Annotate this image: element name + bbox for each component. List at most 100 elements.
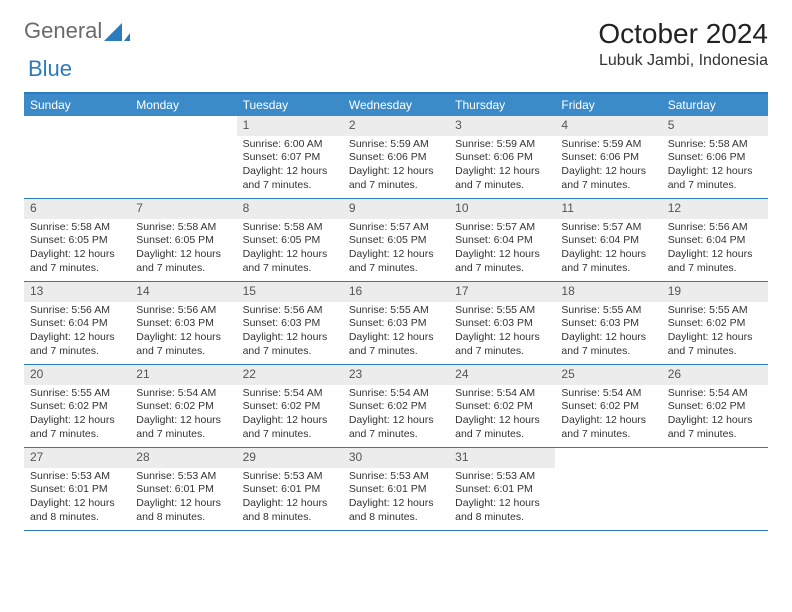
day-cell: 4Sunrise: 5:59 AMSunset: 6:06 PMDaylight…: [555, 116, 661, 198]
day-content: Sunrise: 5:57 AMSunset: 6:04 PMDaylight:…: [449, 219, 555, 280]
day-number: 27: [24, 448, 130, 468]
day-number: 1: [237, 116, 343, 136]
day-number: 25: [555, 365, 661, 385]
day-header-row: SundayMondayTuesdayWednesdayThursdayFrid…: [24, 94, 768, 116]
day-content: Sunrise: 5:58 AMSunset: 6:05 PMDaylight:…: [130, 219, 236, 280]
day-content: Sunrise: 5:55 AMSunset: 6:03 PMDaylight:…: [555, 302, 661, 363]
day-cell: 5Sunrise: 5:58 AMSunset: 6:06 PMDaylight…: [662, 116, 768, 198]
day-content: Sunrise: 5:55 AMSunset: 6:03 PMDaylight:…: [449, 302, 555, 363]
logo-text-general: General: [24, 18, 102, 44]
day-cell: 24Sunrise: 5:54 AMSunset: 6:02 PMDayligh…: [449, 365, 555, 447]
day-cell: 28Sunrise: 5:53 AMSunset: 6:01 PMDayligh…: [130, 448, 236, 530]
day-content: Sunrise: 5:54 AMSunset: 6:02 PMDaylight:…: [662, 385, 768, 446]
day-cell: 25Sunrise: 5:54 AMSunset: 6:02 PMDayligh…: [555, 365, 661, 447]
day-cell: 31Sunrise: 5:53 AMSunset: 6:01 PMDayligh…: [449, 448, 555, 530]
day-cell: 13Sunrise: 5:56 AMSunset: 6:04 PMDayligh…: [24, 282, 130, 364]
day-number: 23: [343, 365, 449, 385]
day-cell: 9Sunrise: 5:57 AMSunset: 6:05 PMDaylight…: [343, 199, 449, 281]
day-content: Sunrise: 5:55 AMSunset: 6:02 PMDaylight:…: [662, 302, 768, 363]
day-content: Sunrise: 5:54 AMSunset: 6:02 PMDaylight:…: [555, 385, 661, 446]
day-number: 11: [555, 199, 661, 219]
week-row: 27Sunrise: 5:53 AMSunset: 6:01 PMDayligh…: [24, 448, 768, 531]
day-cell-empty: [662, 448, 768, 530]
day-number: 10: [449, 199, 555, 219]
day-number: 8: [237, 199, 343, 219]
day-number: 3: [449, 116, 555, 136]
day-cell: 21Sunrise: 5:54 AMSunset: 6:02 PMDayligh…: [130, 365, 236, 447]
day-cell-empty: [130, 116, 236, 198]
day-cell: 7Sunrise: 5:58 AMSunset: 6:05 PMDaylight…: [130, 199, 236, 281]
day-cell-empty: [24, 116, 130, 198]
day-content: Sunrise: 6:00 AMSunset: 6:07 PMDaylight:…: [237, 136, 343, 197]
day-cell: 15Sunrise: 5:56 AMSunset: 6:03 PMDayligh…: [237, 282, 343, 364]
logo-sail-icon: [104, 23, 130, 43]
day-content: Sunrise: 5:58 AMSunset: 6:06 PMDaylight:…: [662, 136, 768, 197]
day-number: 4: [555, 116, 661, 136]
day-header-cell: Thursday: [449, 94, 555, 116]
day-number: 16: [343, 282, 449, 302]
logo: General: [24, 18, 130, 44]
day-number: 20: [24, 365, 130, 385]
day-content: Sunrise: 5:59 AMSunset: 6:06 PMDaylight:…: [449, 136, 555, 197]
day-number: 9: [343, 199, 449, 219]
day-number: 17: [449, 282, 555, 302]
day-cell: 20Sunrise: 5:55 AMSunset: 6:02 PMDayligh…: [24, 365, 130, 447]
week-row: 6Sunrise: 5:58 AMSunset: 6:05 PMDaylight…: [24, 199, 768, 282]
day-number: 22: [237, 365, 343, 385]
day-header-cell: Wednesday: [343, 94, 449, 116]
day-content: Sunrise: 5:54 AMSunset: 6:02 PMDaylight:…: [237, 385, 343, 446]
day-cell: 12Sunrise: 5:56 AMSunset: 6:04 PMDayligh…: [662, 199, 768, 281]
day-content: Sunrise: 5:56 AMSunset: 6:04 PMDaylight:…: [24, 302, 130, 363]
day-number: 15: [237, 282, 343, 302]
day-cell: 17Sunrise: 5:55 AMSunset: 6:03 PMDayligh…: [449, 282, 555, 364]
day-number: 14: [130, 282, 236, 302]
day-content: Sunrise: 5:59 AMSunset: 6:06 PMDaylight:…: [555, 136, 661, 197]
day-header-cell: Saturday: [662, 94, 768, 116]
day-number: 13: [24, 282, 130, 302]
day-content: Sunrise: 5:56 AMSunset: 6:03 PMDaylight:…: [237, 302, 343, 363]
day-cell: 11Sunrise: 5:57 AMSunset: 6:04 PMDayligh…: [555, 199, 661, 281]
day-cell: 8Sunrise: 5:58 AMSunset: 6:05 PMDaylight…: [237, 199, 343, 281]
day-number: 19: [662, 282, 768, 302]
day-content: Sunrise: 5:56 AMSunset: 6:04 PMDaylight:…: [662, 219, 768, 280]
day-number: 21: [130, 365, 236, 385]
week-row: 13Sunrise: 5:56 AMSunset: 6:04 PMDayligh…: [24, 282, 768, 365]
week-row: 20Sunrise: 5:55 AMSunset: 6:02 PMDayligh…: [24, 365, 768, 448]
day-cell: 27Sunrise: 5:53 AMSunset: 6:01 PMDayligh…: [24, 448, 130, 530]
day-content: Sunrise: 5:55 AMSunset: 6:02 PMDaylight:…: [24, 385, 130, 446]
day-cell: 22Sunrise: 5:54 AMSunset: 6:02 PMDayligh…: [237, 365, 343, 447]
day-content: Sunrise: 5:53 AMSunset: 6:01 PMDaylight:…: [24, 468, 130, 529]
day-cell: 3Sunrise: 5:59 AMSunset: 6:06 PMDaylight…: [449, 116, 555, 198]
day-number: 6: [24, 199, 130, 219]
day-content: Sunrise: 5:59 AMSunset: 6:06 PMDaylight:…: [343, 136, 449, 197]
day-header-cell: Sunday: [24, 94, 130, 116]
week-row: 1Sunrise: 6:00 AMSunset: 6:07 PMDaylight…: [24, 116, 768, 199]
day-content: Sunrise: 5:56 AMSunset: 6:03 PMDaylight:…: [130, 302, 236, 363]
day-content: Sunrise: 5:58 AMSunset: 6:05 PMDaylight:…: [24, 219, 130, 280]
calendar: SundayMondayTuesdayWednesdayThursdayFrid…: [24, 92, 768, 531]
day-cell: 1Sunrise: 6:00 AMSunset: 6:07 PMDaylight…: [237, 116, 343, 198]
day-number: 2: [343, 116, 449, 136]
day-content: Sunrise: 5:53 AMSunset: 6:01 PMDaylight:…: [449, 468, 555, 529]
day-cell-empty: [555, 448, 661, 530]
day-cell: 2Sunrise: 5:59 AMSunset: 6:06 PMDaylight…: [343, 116, 449, 198]
day-content: Sunrise: 5:53 AMSunset: 6:01 PMDaylight:…: [237, 468, 343, 529]
day-cell: 30Sunrise: 5:53 AMSunset: 6:01 PMDayligh…: [343, 448, 449, 530]
day-number: 31: [449, 448, 555, 468]
day-number: 24: [449, 365, 555, 385]
day-content: Sunrise: 5:55 AMSunset: 6:03 PMDaylight:…: [343, 302, 449, 363]
day-header-cell: Friday: [555, 94, 661, 116]
day-number: 18: [555, 282, 661, 302]
day-number: 29: [237, 448, 343, 468]
day-cell: 26Sunrise: 5:54 AMSunset: 6:02 PMDayligh…: [662, 365, 768, 447]
day-header-cell: Monday: [130, 94, 236, 116]
day-content: Sunrise: 5:57 AMSunset: 6:05 PMDaylight:…: [343, 219, 449, 280]
day-content: Sunrise: 5:54 AMSunset: 6:02 PMDaylight:…: [130, 385, 236, 446]
day-cell: 16Sunrise: 5:55 AMSunset: 6:03 PMDayligh…: [343, 282, 449, 364]
day-content: Sunrise: 5:58 AMSunset: 6:05 PMDaylight:…: [237, 219, 343, 280]
day-cell: 29Sunrise: 5:53 AMSunset: 6:01 PMDayligh…: [237, 448, 343, 530]
day-number: 28: [130, 448, 236, 468]
day-number: 5: [662, 116, 768, 136]
day-cell: 19Sunrise: 5:55 AMSunset: 6:02 PMDayligh…: [662, 282, 768, 364]
day-cell: 6Sunrise: 5:58 AMSunset: 6:05 PMDaylight…: [24, 199, 130, 281]
